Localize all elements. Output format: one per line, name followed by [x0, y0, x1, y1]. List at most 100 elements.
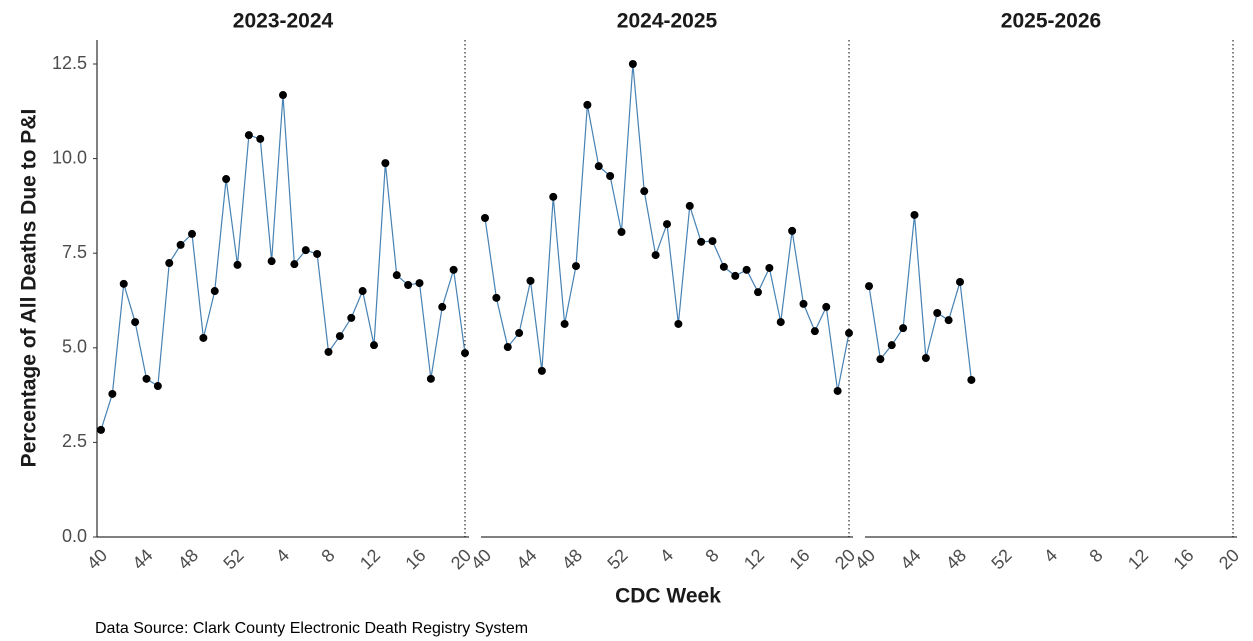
- data-point: [865, 282, 873, 291]
- data-point: [754, 288, 762, 297]
- y-tick-label: 2.5: [62, 431, 87, 451]
- data-point: [731, 271, 740, 280]
- data-point: [165, 259, 174, 268]
- panel-title: 2025-2026: [1001, 10, 1101, 33]
- data-point: [799, 299, 808, 308]
- data-point: [142, 374, 151, 383]
- data-point: [438, 302, 447, 311]
- x-tick-label: 44: [512, 545, 540, 573]
- data-point: [583, 100, 592, 109]
- data-point: [426, 374, 435, 383]
- data-point: [176, 240, 185, 249]
- data-point: [404, 280, 413, 289]
- data-point: [335, 332, 344, 341]
- x-tick-label: 12: [1124, 545, 1152, 573]
- data-point: [572, 262, 580, 271]
- data-point: [742, 265, 751, 274]
- data-point: [188, 229, 196, 238]
- y-tick-label: 5.0: [62, 337, 87, 357]
- x-tick-label: 40: [467, 545, 495, 573]
- data-point: [370, 341, 378, 350]
- data-point: [921, 354, 930, 363]
- x-tick-label: 48: [558, 545, 586, 573]
- data-point: [503, 343, 512, 352]
- data-point: [640, 187, 649, 196]
- data-point: [876, 355, 885, 364]
- x-tick-label: 4: [656, 545, 677, 566]
- data-point: [131, 318, 140, 327]
- data-point: [887, 341, 896, 350]
- data-point: [708, 237, 717, 246]
- x-tick-label: 16: [1169, 545, 1197, 573]
- x-tick-label: 8: [317, 545, 338, 566]
- data-point: [347, 313, 356, 322]
- x-tick-label: 40: [83, 545, 111, 573]
- data-point: [765, 263, 774, 272]
- data-point: [663, 220, 671, 229]
- data-point: [324, 347, 333, 356]
- data-point: [515, 329, 524, 338]
- data-point: [199, 333, 208, 342]
- series-line: [868, 214, 972, 381]
- data-point: [956, 277, 964, 286]
- x-tick-label: 12: [356, 545, 384, 573]
- data-point: [651, 251, 660, 260]
- data-point: [697, 237, 706, 246]
- data-point: [381, 159, 390, 168]
- source-note: Data Source: Clark County Electronic Dea…: [95, 620, 528, 637]
- data-point: [210, 287, 219, 296]
- y-tick-label: 7.5: [62, 242, 87, 262]
- x-tick-label: 48: [174, 545, 202, 573]
- data-point: [267, 257, 276, 266]
- data-point: [97, 425, 105, 434]
- data-point: [910, 210, 919, 219]
- x-tick-label: 44: [128, 545, 156, 573]
- x-tick-label: 52: [219, 545, 247, 573]
- x-tick-label: 52: [603, 545, 631, 573]
- data-point: [526, 276, 535, 285]
- data-point: [628, 60, 637, 68]
- data-point: [944, 316, 953, 325]
- data-point: [788, 226, 797, 235]
- data-point: [899, 324, 908, 333]
- data-point: [674, 319, 683, 328]
- data-point: [685, 201, 694, 210]
- y-tick-label: 0.0: [62, 526, 87, 546]
- data-point: [822, 302, 831, 311]
- x-tick-label: 4: [1040, 545, 1061, 566]
- data-point: [415, 279, 424, 288]
- series-line: [100, 94, 466, 431]
- data-point: [256, 134, 265, 143]
- data-point: [833, 386, 842, 395]
- data-point: [617, 228, 626, 237]
- data-point: [594, 162, 603, 171]
- data-point: [119, 279, 128, 288]
- x-tick-label: 4: [272, 545, 293, 566]
- x-tick-label: 16: [401, 545, 429, 573]
- data-point: [244, 131, 253, 140]
- y-tick-label: 10.0: [52, 147, 87, 167]
- data-point: [233, 260, 242, 269]
- data-point: [967, 375, 976, 384]
- data-point: [392, 271, 401, 280]
- data-point: [358, 287, 367, 296]
- x-tick-label: 44: [896, 545, 924, 573]
- data-point: [481, 214, 489, 223]
- data-point: [461, 349, 469, 358]
- data-point: [449, 265, 458, 274]
- x-tick-label: 16: [785, 545, 813, 573]
- data-point: [108, 389, 117, 398]
- data-point: [549, 192, 558, 201]
- x-tick-label: 48: [942, 545, 970, 573]
- x-tick-label: 20: [1215, 545, 1243, 573]
- data-point: [290, 260, 299, 269]
- data-point: [606, 172, 615, 181]
- data-point: [810, 327, 819, 336]
- data-point: [279, 91, 287, 100]
- panel-title: 2024-2025: [617, 10, 718, 33]
- data-point: [313, 249, 322, 258]
- data-point: [845, 329, 853, 338]
- data-point: [222, 175, 231, 184]
